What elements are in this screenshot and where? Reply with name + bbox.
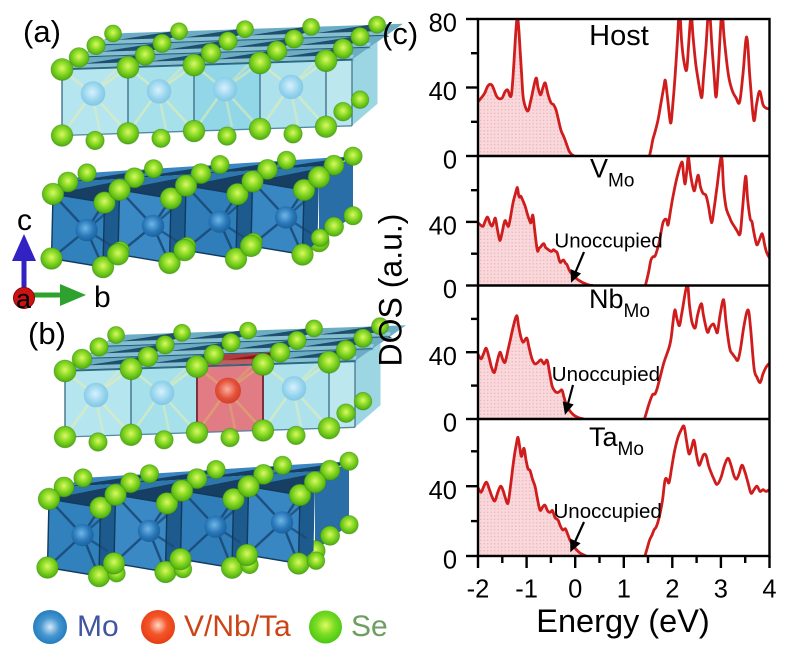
svg-text:0: 0: [443, 547, 457, 575]
svg-text:-1: -1: [515, 576, 538, 604]
svg-text:Unoccupied: Unoccupied: [554, 230, 662, 253]
svg-text:Host: Host: [589, 20, 649, 52]
svg-text:Energy (eV): Energy (eV): [536, 603, 709, 639]
svg-text:40: 40: [429, 477, 457, 505]
svg-text:-2: -2: [467, 576, 490, 604]
svg-text:Se: Se: [351, 610, 388, 643]
svg-text:c: c: [17, 204, 32, 237]
svg-text:40: 40: [429, 213, 457, 241]
svg-text:1: 1: [617, 576, 631, 604]
svg-text:b: b: [94, 281, 111, 314]
svg-text:(c): (c): [382, 16, 418, 51]
svg-text:40: 40: [429, 78, 457, 106]
svg-text:DOS (a.u.): DOS (a.u.): [373, 214, 409, 367]
svg-text:40: 40: [429, 343, 457, 371]
svg-text:0: 0: [443, 147, 457, 175]
svg-text:0: 0: [443, 410, 457, 438]
svg-text:3: 3: [714, 576, 728, 604]
svg-text:Unoccupied: Unoccupied: [554, 500, 662, 523]
svg-text:(a): (a): [23, 14, 61, 49]
svg-text:0: 0: [568, 576, 582, 604]
svg-text:a: a: [16, 284, 32, 314]
svg-text:(b): (b): [28, 316, 66, 351]
svg-text:Unoccupied: Unoccupied: [552, 363, 660, 386]
svg-text:0: 0: [443, 276, 457, 304]
svg-text:4: 4: [762, 576, 776, 604]
svg-text:V/Nb/Ta: V/Nb/Ta: [184, 610, 291, 643]
svg-text:80: 80: [429, 10, 457, 38]
svg-text:2: 2: [665, 576, 679, 604]
svg-text:Mo: Mo: [77, 610, 119, 643]
